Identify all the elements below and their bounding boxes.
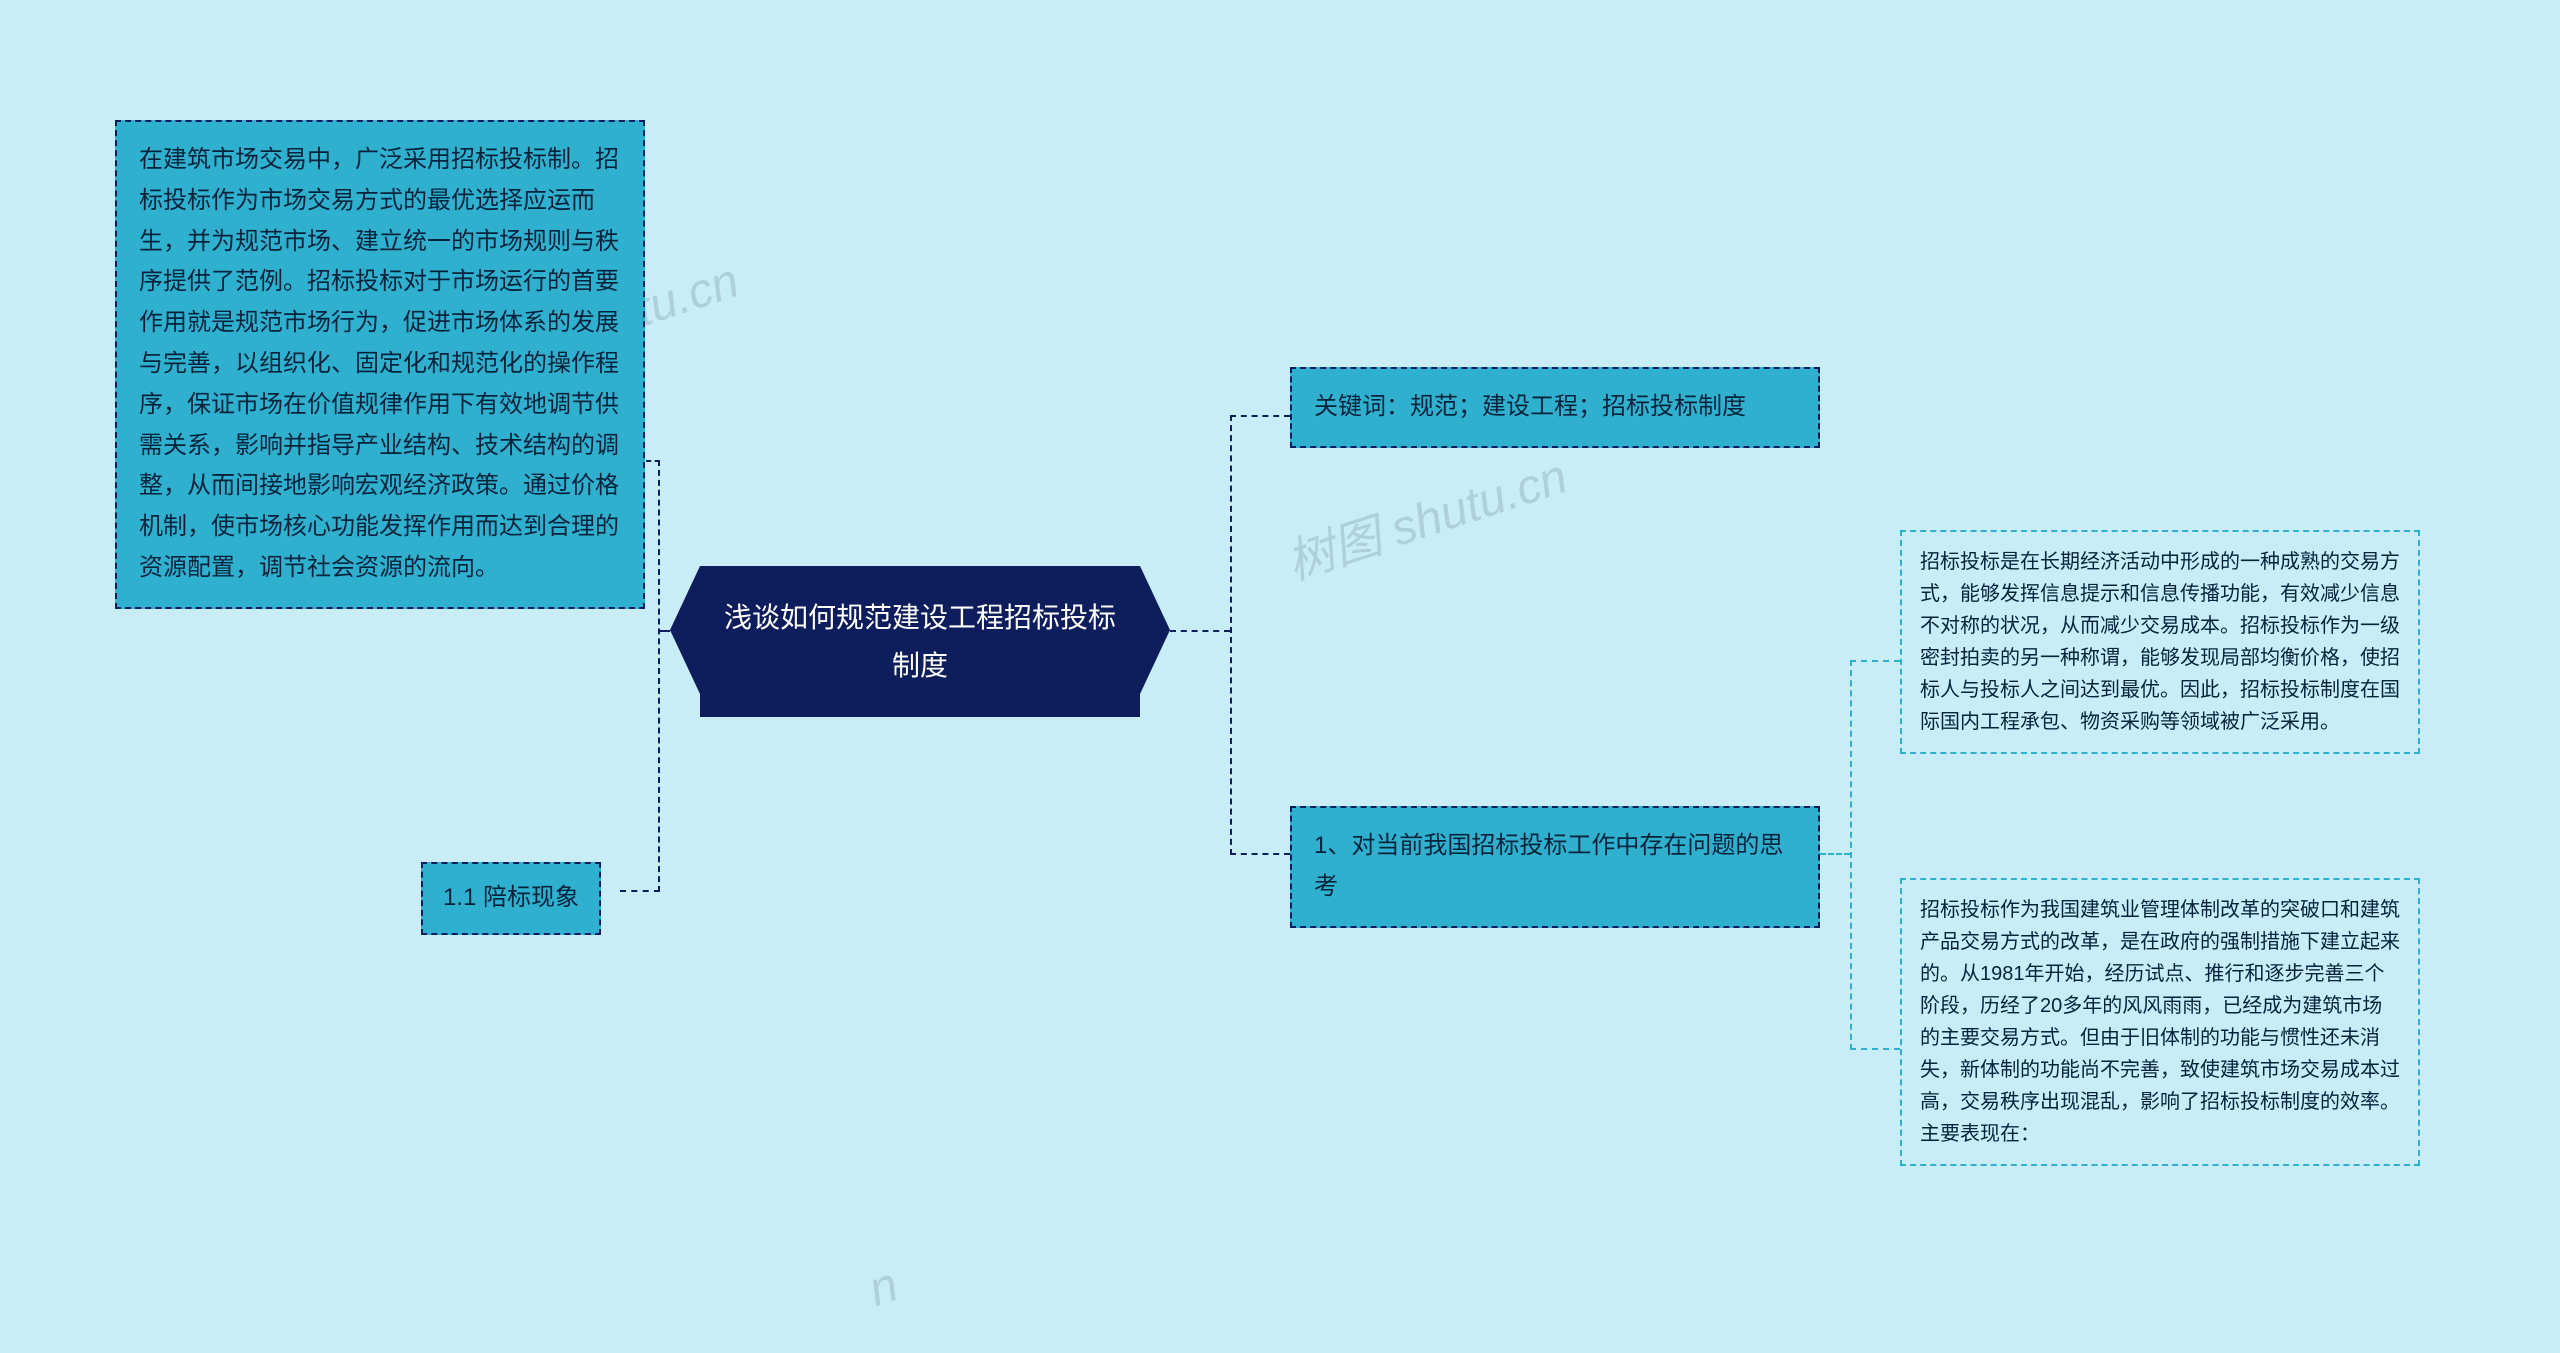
right-bottom-box-text: 1、对当前我国招标投标工作中存在问题的思考 (1314, 832, 1783, 900)
right-top-box: 关键词：规范；建设工程；招标投标制度 (1290, 367, 1820, 448)
connector-left-vertical (658, 460, 660, 892)
connector-center-right (1170, 630, 1230, 632)
connector-to-sub2 (1850, 1048, 1900, 1050)
center-node: 浅谈如何规范建设工程招标投标制度 (700, 566, 1140, 717)
watermark-3: n (862, 1257, 904, 1318)
connector-l2-vertical (1850, 660, 1852, 1050)
center-node-text: 浅谈如何规范建设工程招标投标制度 (724, 602, 1116, 681)
watermark-2: 树图 shutu.cn (1276, 437, 1574, 593)
connector-left-to-smallbox (620, 890, 660, 892)
right-sub-box-1: 招标投标是在长期经济活动中形成的一种成熟的交易方式，能够发挥信息提示和信息传播功… (1900, 530, 2420, 754)
right-sub-box-2: 招标投标作为我国建筑业管理体制改革的突破口和建筑产品交易方式的改革，是在政府的强… (1900, 878, 2420, 1166)
connector-to-sub1 (1850, 660, 1900, 662)
connector-bottombox-out (1820, 853, 1850, 855)
left-big-box-text: 在建筑市场交易中，广泛采用招标投标制。招标投标作为市场交易方式的最优选择应运而生… (139, 146, 619, 581)
right-top-box-text: 关键词：规范；建设工程；招标投标制度 (1314, 393, 1746, 420)
left-small-box-text: 1.1 陪标现象 (443, 884, 579, 911)
connector-right-to-bottombox (1230, 853, 1290, 855)
mindmap-canvas: shutu.cn 树图 shutu.cn n 浅谈如何规范建设工程招标投标制度 … (0, 0, 2560, 1353)
right-sub-box-1-text: 招标投标是在长期经济活动中形成的一种成熟的交易方式，能够发挥信息提示和信息传播功… (1920, 551, 2400, 733)
right-bottom-box: 1、对当前我国招标投标工作中存在问题的思考 (1290, 806, 1820, 928)
left-big-box: 在建筑市场交易中，广泛采用招标投标制。招标投标作为市场交易方式的最优选择应运而生… (115, 120, 645, 609)
connector-center-left (660, 630, 670, 632)
left-small-box: 1.1 陪标现象 (421, 862, 601, 935)
right-sub-box-2-text: 招标投标作为我国建筑业管理体制改革的突破口和建筑产品交易方式的改革，是在政府的强… (1920, 899, 2400, 1145)
connector-right-to-topbox (1230, 415, 1290, 417)
connector-right-vertical (1230, 415, 1232, 855)
connector-left-to-bigbox (646, 460, 660, 462)
